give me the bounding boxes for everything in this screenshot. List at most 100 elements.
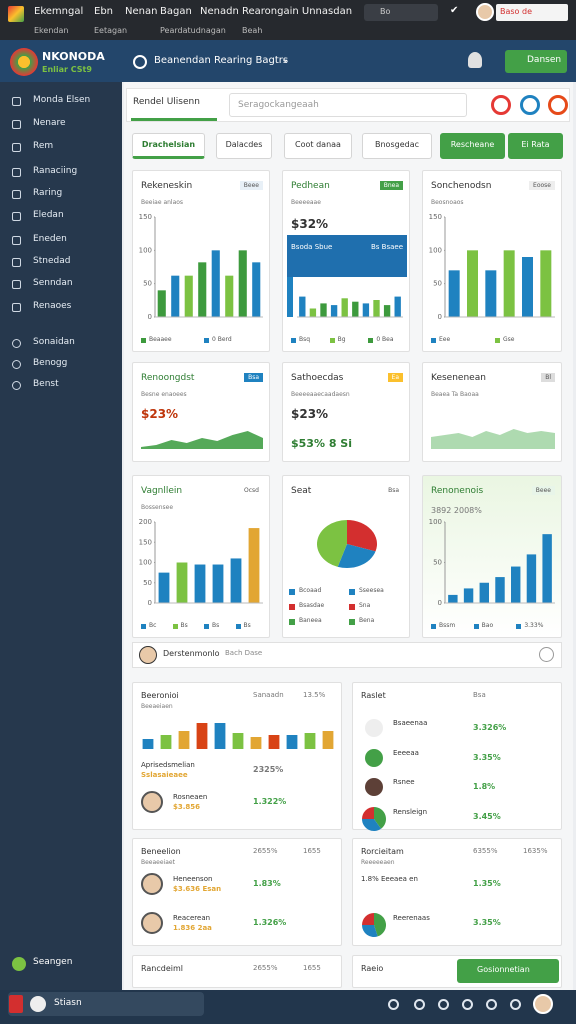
badge-text: Baso de xyxy=(500,7,532,16)
filter-text: Dalacdes xyxy=(225,140,263,149)
menu-item[interactable]: Ekemngal xyxy=(34,6,84,17)
filter-button[interactable]: Drachelsian xyxy=(132,133,205,159)
taskbar-avatar[interactable] xyxy=(533,994,553,1014)
sidebar-item[interactable]: Raring xyxy=(33,188,63,198)
filter-button[interactable]: Rescheane xyxy=(440,133,505,159)
sidebar-item[interactable]: Stnedad xyxy=(33,256,71,266)
tab-active[interactable]: Rendel Ulisenn xyxy=(133,97,200,107)
menu-item[interactable]: Rearongain Unnasdan xyxy=(242,6,353,17)
bar xyxy=(542,534,552,603)
sidebar-item[interactable]: Benogg xyxy=(33,358,68,368)
filter-text: Drachelsian xyxy=(141,140,196,149)
sidebar-item[interactable]: Benst xyxy=(33,379,59,389)
sidebar-item[interactable]: Eledan xyxy=(33,210,64,220)
card-title: Kesenenean xyxy=(431,373,486,383)
sub-menu-item[interactable]: Beah xyxy=(242,26,263,35)
chart: Bsoda Sbue Bs Bsaee xyxy=(287,235,407,318)
strip-icon[interactable] xyxy=(539,647,554,662)
sidebar-item[interactable]: Ranaciing xyxy=(33,166,78,176)
round-icon[interactable] xyxy=(520,95,540,115)
panel-title: Rorcieitam xyxy=(361,847,404,856)
strip-name: Derstenmonlo xyxy=(163,649,220,658)
legend-label: Bc xyxy=(149,622,157,629)
card-title: Seat xyxy=(291,486,312,496)
taskbar-icon[interactable] xyxy=(438,999,449,1010)
taskbar-icon[interactable] xyxy=(388,999,399,1010)
sidebar-item[interactable]: Rem xyxy=(33,141,54,151)
notify-icon[interactable] xyxy=(468,52,482,68)
sub-menu-item[interactable]: Ekendan xyxy=(34,26,69,35)
panel-meta: 2655% xyxy=(253,847,278,855)
avatar[interactable] xyxy=(476,3,494,21)
taskbar-icon[interactable] xyxy=(486,999,497,1010)
sidebar-icon xyxy=(12,303,21,312)
legend-swatch xyxy=(289,589,295,595)
brand-sub: Enliar CSt9 xyxy=(42,65,92,74)
filter-button[interactable]: Dalacdes xyxy=(216,133,272,159)
round-icon[interactable] xyxy=(491,95,511,115)
panel-subtitle: Reeeeeaen xyxy=(361,859,395,866)
taskbar-icon[interactable] xyxy=(414,999,425,1010)
chart xyxy=(362,806,386,831)
bar xyxy=(330,305,338,317)
pie-slice xyxy=(362,913,374,925)
legend-swatch xyxy=(495,338,500,343)
y-tick-label: 100 xyxy=(139,246,152,254)
menu-item[interactable]: Ebn xyxy=(94,6,114,17)
card-title: Renonenois xyxy=(431,486,484,496)
card-big-value: $32% xyxy=(291,217,329,231)
y-tick-label: 0 xyxy=(148,599,152,607)
round-icon[interactable] xyxy=(548,95,568,115)
sidebar-item[interactable]: Nenare xyxy=(33,118,66,128)
bar xyxy=(196,723,208,749)
legend-swatch xyxy=(329,338,335,343)
sidebar-item[interactable]: Renaoes xyxy=(33,301,72,311)
search-box[interactable]: Bo xyxy=(364,4,438,21)
header-button[interactable]: Dansen xyxy=(505,50,567,73)
y-tick-label: 100 xyxy=(139,559,152,567)
sidebar-item[interactable]: Senndan xyxy=(33,278,73,288)
row-sub: 1.836 2aa xyxy=(173,924,212,932)
legend-swatch xyxy=(349,589,355,595)
bar xyxy=(322,731,334,749)
sub-menu-item[interactable]: Peardatudnagan xyxy=(160,26,226,35)
search-input[interactable]: Seragockangeaah xyxy=(229,93,467,117)
panel-button[interactable]: Gosionnetian xyxy=(457,959,559,983)
menu-item[interactable]: Nenadn xyxy=(200,6,239,17)
sidebar-item[interactable]: Eneden xyxy=(33,234,67,244)
search-text: Bo xyxy=(380,7,391,16)
bar xyxy=(184,275,193,317)
bar xyxy=(320,303,327,317)
row-name: Bsaeenaa xyxy=(393,719,428,727)
card-badge: Bnea xyxy=(379,181,403,190)
y-tick-label: 0 xyxy=(148,313,152,321)
sidebar-item[interactable]: Monda Elsen xyxy=(33,95,91,105)
bar xyxy=(503,250,515,317)
menu-item[interactable]: Bagan xyxy=(160,6,192,17)
badge[interactable]: Baso de xyxy=(496,4,568,21)
panel-meta: 1655 xyxy=(303,964,321,972)
legend-label: 3.33% xyxy=(524,622,544,629)
bar xyxy=(540,250,552,317)
strip-meta: Bach Dase xyxy=(225,649,263,657)
sidebar-footer[interactable]: Seangen xyxy=(33,957,73,967)
search-placeholder: Seragockangeaah xyxy=(238,100,319,110)
legend-label: Bs xyxy=(212,622,220,629)
legend-label: 0 Berd xyxy=(212,336,232,343)
panel-meta: 1655 xyxy=(303,847,321,855)
card-badge: Eoose xyxy=(529,181,555,190)
selector[interactable]: Beanendan Rearing Bagtrs xyxy=(154,55,289,66)
filter-button[interactable]: Ei Rata xyxy=(508,133,563,159)
taskbar-icon[interactable] xyxy=(510,999,521,1010)
sub-menu-item[interactable]: Eetagan xyxy=(94,26,128,35)
filter-button[interactable]: Bnosgedac xyxy=(362,133,432,159)
pie-slice xyxy=(374,913,386,937)
filter-button[interactable]: Coot danaa xyxy=(284,133,352,159)
card-badge: Beee xyxy=(531,486,555,495)
sidebar-item[interactable]: Sonaidan xyxy=(33,337,75,347)
taskbar-icon[interactable] xyxy=(462,999,473,1010)
header-button-text: Dansen xyxy=(527,55,562,65)
panel-meta: Sanaadn xyxy=(253,691,284,699)
menu-item[interactable]: Nenan xyxy=(125,6,158,17)
sidebar-icon xyxy=(12,258,21,267)
